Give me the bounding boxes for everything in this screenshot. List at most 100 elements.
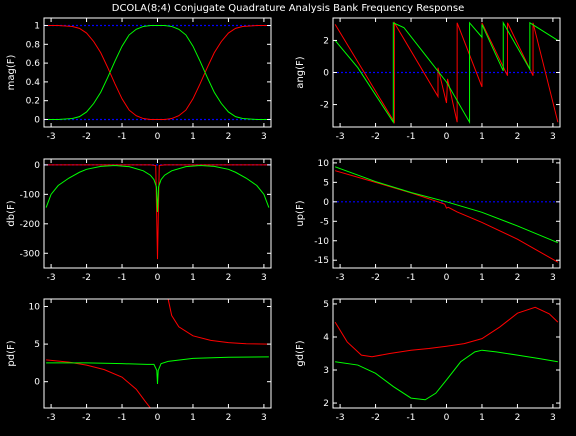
y-tick-label: -2 — [320, 101, 329, 111]
x-tick-label: -2 — [82, 273, 91, 283]
y-tick-label: 0 — [323, 69, 329, 79]
x-tick-label: 2 — [226, 413, 232, 423]
series-group — [45, 164, 270, 260]
x-tick-label: 2 — [515, 132, 521, 142]
series-line-red-2 — [167, 299, 269, 345]
series-line-red-1 — [334, 306, 559, 358]
y-tick-label: -10 — [314, 237, 329, 247]
y-tick-label: 3 — [323, 366, 329, 376]
series-line-green-2 — [334, 166, 559, 244]
y-tick-label: 5 — [323, 300, 329, 310]
x-tick-label: 3 — [550, 273, 556, 283]
series-group — [46, 25, 269, 120]
y-tick-label: 0 — [34, 115, 40, 125]
y-tick-label: 10 — [318, 159, 330, 169]
x-tick-label: -2 — [82, 413, 91, 423]
y-axis-label: ang(F) — [295, 56, 306, 88]
y-tick-label: 2 — [323, 399, 329, 409]
series-line-green-3 — [46, 356, 269, 384]
x-tick-label: 0 — [444, 132, 450, 142]
x-tick-label: 3 — [550, 413, 556, 423]
x-tick-label: -1 — [118, 132, 127, 142]
x-tick-label: 3 — [261, 132, 267, 142]
x-tick-label: -1 — [407, 413, 416, 423]
series-line-green-2 — [45, 164, 270, 213]
subplot-1: -3 -2 -1 0 1 2 3 0 0.2 0.4 0.6 0.8 1 mag(F) — [6, 17, 272, 142]
series-line-red-1 — [46, 25, 269, 120]
x-tick-label: 0 — [155, 132, 161, 142]
y-tick-label: 0.6 — [26, 59, 41, 69]
x-tick-label: 1 — [479, 132, 485, 142]
x-tick-label: 1 — [190, 132, 196, 142]
x-tick-label: -3 — [47, 132, 56, 142]
series-line-red-1 — [46, 164, 269, 260]
y-axis-label: pd(F) — [6, 340, 17, 366]
x-tick-label: 3 — [261, 273, 267, 283]
x-tick-label: -3 — [47, 273, 56, 283]
x-tick-label: 0 — [155, 413, 161, 423]
y-tick-label: 1 — [34, 22, 40, 32]
subplot-6: -3 -2 -1 0 1 2 3 2 3 4 5 gd(F) — [295, 298, 561, 423]
x-tick-label: -2 — [371, 413, 380, 423]
x-tick-label: 2 — [515, 273, 521, 283]
series-line-green-2 — [46, 25, 269, 120]
figure-title: DCOLA(8;4) Conjugate Quadrature Analysis… — [112, 3, 465, 14]
y-axis-label: mag(F) — [6, 55, 17, 91]
x-tick-label: -3 — [336, 273, 345, 283]
y-tick-label: -5 — [320, 217, 329, 227]
x-tick-label: 3 — [550, 132, 556, 142]
y-tick-label: -200 — [20, 220, 41, 230]
x-tick-label: -2 — [82, 132, 91, 142]
x-tick-label: -2 — [371, 273, 380, 283]
x-tick-label: 2 — [226, 132, 232, 142]
y-tick-label: 5 — [34, 340, 40, 350]
series-group — [334, 20, 559, 125]
series-group — [334, 306, 559, 401]
y-axis-label: up(F) — [295, 200, 306, 226]
y-tick-label: -100 — [20, 190, 41, 200]
series-line-green-2 — [334, 20, 559, 125]
series-group — [334, 166, 559, 263]
y-tick-label: 4 — [323, 333, 329, 343]
x-tick-label: 1 — [190, 413, 196, 423]
y-tick-label: 0 — [34, 161, 40, 171]
series-line-red-1 — [334, 20, 559, 124]
y-tick-label: 0.8 — [26, 40, 41, 50]
y-tick-label: 2 — [323, 36, 329, 46]
x-tick-label: -2 — [371, 132, 380, 142]
x-tick-label: -3 — [47, 413, 56, 423]
y-tick-label: 5 — [323, 178, 329, 188]
subplot-3: -3 -2 -1 0 1 2 3 -300 -200 -100 0 db(F) — [6, 158, 272, 283]
y-tick-label: 0.4 — [26, 78, 41, 88]
y-axis-label: gd(F) — [295, 340, 306, 366]
y-tick-label: 0 — [34, 378, 40, 388]
x-tick-label: 2 — [226, 273, 232, 283]
x-tick-label: -3 — [336, 132, 345, 142]
series-line-green-2 — [335, 349, 558, 401]
x-tick-label: 2 — [515, 413, 521, 423]
y-tick-label: -15 — [314, 256, 329, 266]
x-tick-label: 1 — [479, 413, 485, 423]
x-tick-label: -1 — [407, 273, 416, 283]
y-tick-label: 0 — [323, 198, 329, 208]
x-tick-label: 0 — [155, 273, 161, 283]
y-tick-label: 0.2 — [26, 97, 40, 107]
subplot-2: -3 -2 -1 0 1 2 3 -2 0 2 ang(F) — [295, 17, 561, 142]
y-axis-label: db(F) — [6, 200, 17, 226]
subplot-5: -3 -2 -1 0 1 2 3 0 5 10 pd(F) — [6, 298, 272, 423]
y-tick-label: -300 — [20, 249, 41, 259]
x-tick-label: 0 — [444, 273, 450, 283]
x-tick-label: 1 — [479, 273, 485, 283]
x-tick-label: 3 — [261, 413, 267, 423]
x-tick-label: 0 — [444, 413, 450, 423]
series-group — [46, 299, 269, 408]
x-tick-label: -1 — [118, 413, 127, 423]
x-tick-label: -3 — [336, 413, 345, 423]
x-tick-label: -1 — [118, 273, 127, 283]
y-tick-label: 10 — [29, 303, 41, 313]
x-tick-label: 1 — [190, 273, 196, 283]
